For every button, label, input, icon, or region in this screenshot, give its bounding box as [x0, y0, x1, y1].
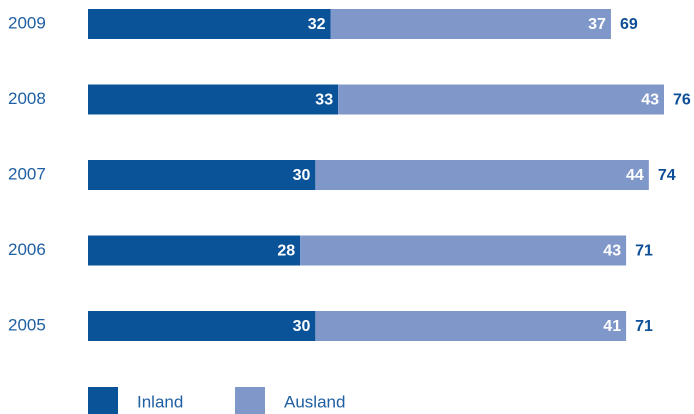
- data-label: 41: [603, 318, 621, 335]
- total-label: 69: [620, 16, 638, 33]
- data-label: 28: [277, 243, 295, 260]
- data-label: 37: [588, 16, 606, 33]
- bar-segment: [88, 311, 316, 341]
- data-label: 33: [315, 92, 333, 109]
- bar-segment: [88, 9, 331, 39]
- data-label: 32: [308, 16, 326, 33]
- legend-swatch: [235, 387, 265, 414]
- total-label: 74: [658, 167, 676, 184]
- bar-segment: [300, 235, 627, 266]
- data-label: 43: [603, 243, 621, 260]
- bar-segment: [88, 235, 301, 266]
- bar-segment: [315, 160, 649, 190]
- legend-swatch: [88, 387, 118, 414]
- y-tick-label: 2006: [8, 240, 46, 259]
- data-label: 44: [626, 167, 644, 184]
- bar-segment: [338, 84, 664, 115]
- total-label: 71: [635, 318, 653, 335]
- data-label: 43: [641, 92, 659, 109]
- y-tick-label: 2005: [8, 315, 46, 334]
- total-label: 76: [673, 92, 691, 109]
- bar-segment: [88, 160, 316, 190]
- bar-segment: [88, 84, 339, 115]
- data-label: 30: [293, 318, 311, 335]
- legend-label: Ausland: [284, 392, 345, 411]
- data-label: 30: [293, 167, 311, 184]
- bar-segment: [315, 311, 627, 341]
- y-tick-label: 2009: [8, 13, 46, 32]
- legend-label: Inland: [137, 392, 183, 411]
- y-tick-label: 2008: [8, 89, 46, 108]
- bar-segment: [330, 9, 611, 39]
- y-tick-label: 2007: [8, 164, 46, 183]
- total-label: 71: [635, 243, 653, 260]
